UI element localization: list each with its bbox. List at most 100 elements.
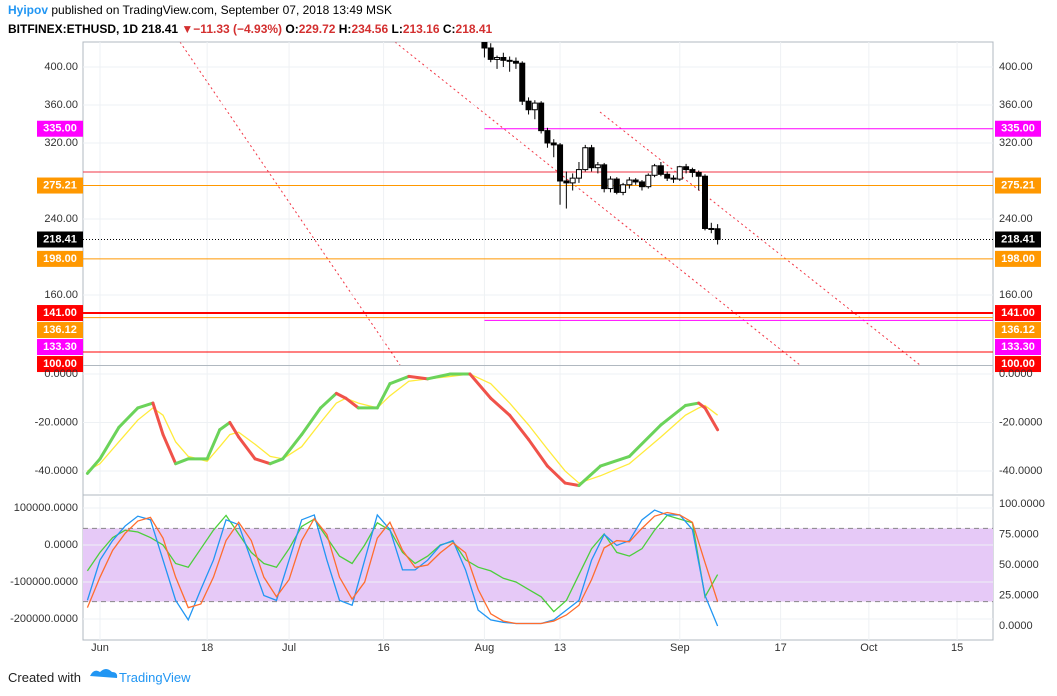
candle-body: [494, 56, 501, 60]
y-tick-label: 100000.0000: [14, 502, 78, 514]
candle-body: [607, 178, 614, 190]
level-label-left-box: [37, 177, 83, 194]
line-segment: [334, 391, 348, 400]
y-tick-label-right: 320.00: [999, 137, 1033, 149]
line-segment: [85, 457, 102, 475]
candle-body: [657, 165, 664, 175]
x-tick-label: Aug: [475, 642, 495, 654]
level-label-right: 275.21: [1001, 179, 1035, 191]
change-arrow: ▼: [181, 22, 194, 36]
candle-body: [664, 173, 671, 179]
candle-body: [613, 178, 620, 193]
candle-body: [531, 102, 538, 111]
candle-body: [500, 56, 507, 61]
line-segment: [174, 457, 190, 466]
candle-body: [689, 169, 696, 173]
line: [86, 514, 719, 613]
x-tick-label: 13: [554, 642, 566, 654]
y2-tick-label: 50.0000: [999, 559, 1039, 571]
y-tick-label: -200000.0000: [10, 613, 78, 625]
candle-body: [601, 164, 608, 190]
level-label-right: 218.41: [1001, 233, 1035, 245]
line-segment: [426, 372, 452, 381]
line-segment: [268, 457, 285, 466]
line-segment: [598, 454, 631, 468]
y-tick-label-right: 160.00: [999, 289, 1033, 301]
line-segment: [375, 382, 392, 410]
publish-info: published on TradingView.com, September …: [48, 3, 393, 17]
line-segment: [228, 420, 241, 439]
line-segment: [545, 464, 567, 485]
level-label-left: 335.00: [43, 123, 77, 135]
line-segment: [627, 423, 663, 458]
line-segment: [98, 425, 121, 461]
line-segment: [527, 437, 549, 468]
change: −11.33 (−4.93%): [193, 22, 283, 36]
last-price: 218.41: [141, 22, 179, 36]
level-label-right: 141.00: [1001, 307, 1035, 319]
trendline: [179, 42, 401, 365]
line-segment: [205, 428, 222, 461]
candle-body: [563, 180, 570, 184]
y2-tick-label: 100.0000: [999, 498, 1045, 510]
candle-body: [626, 179, 633, 186]
x-tick-label: Oct: [860, 642, 877, 654]
candle-body: [550, 142, 557, 146]
y2-tick-label: 0.0000: [999, 620, 1033, 632]
line-segment: [388, 374, 411, 386]
line: [87, 373, 719, 484]
y2-tick-label: 75.0000: [999, 528, 1039, 540]
created-with: Created with: [8, 670, 81, 685]
pane: [83, 366, 993, 493]
candle-body: [557, 144, 564, 182]
brand[interactable]: TradingView: [118, 670, 191, 685]
level-label-right-box: [995, 322, 1041, 339]
level-label-right-box: [995, 231, 1041, 248]
y-tick-label: 400.00: [44, 61, 78, 73]
level-label-right-box: [995, 305, 1041, 322]
pane: [83, 497, 993, 640]
x-tick-label: 17: [774, 642, 786, 654]
y-tick-label-right: -20.0000: [999, 416, 1042, 428]
close: 218.41: [455, 22, 493, 36]
trendlines: [179, 42, 921, 365]
c-label: C:: [442, 22, 456, 36]
low: 213.16: [402, 22, 440, 36]
author: Hyipov: [8, 3, 49, 17]
candle-body: [481, 42, 488, 49]
level-label-left: 198.00: [43, 253, 77, 265]
line-segment: [703, 406, 720, 432]
y-tick-label: 160.00: [44, 289, 78, 301]
level-label-left-box: [37, 356, 83, 373]
level-label-left-box: [37, 120, 83, 137]
candle-body: [487, 47, 494, 60]
line-segment: [344, 396, 360, 410]
line-segment: [117, 406, 140, 429]
symbol-line: BITFINEX:ETHUSD, 1D 218.41 ▼−11.33 (−4.9…: [8, 22, 492, 36]
level-label-right-box: [995, 250, 1041, 267]
line-segment: [253, 457, 272, 466]
y-tick-label-right: 0.0000: [999, 368, 1033, 380]
line: [86, 511, 719, 625]
level-label-left: 141.00: [43, 307, 77, 319]
y-tick-label: -100000.0000: [10, 576, 78, 588]
y-tick-label: -20.0000: [35, 416, 78, 428]
level-label-left-box: [37, 322, 83, 339]
level-label-right-box: [995, 177, 1041, 194]
line-segment: [577, 464, 602, 487]
candle-body: [702, 175, 709, 229]
line-segment: [300, 406, 323, 437]
trendline: [394, 42, 801, 365]
line-segment: [508, 413, 531, 441]
level-label-left-box: [37, 250, 83, 267]
candle-body: [569, 177, 576, 184]
l-label: L:: [391, 22, 403, 36]
x-tick-label: 18: [201, 642, 213, 654]
publish-line: Hyipov published on TradingView.com, Sep…: [8, 3, 392, 17]
y-tick-label-right: 400.00: [999, 61, 1033, 73]
y-tick-label-right: 360.00: [999, 99, 1033, 111]
line-segment: [319, 391, 338, 410]
line-segment: [237, 435, 257, 461]
o-label: O:: [285, 22, 299, 36]
